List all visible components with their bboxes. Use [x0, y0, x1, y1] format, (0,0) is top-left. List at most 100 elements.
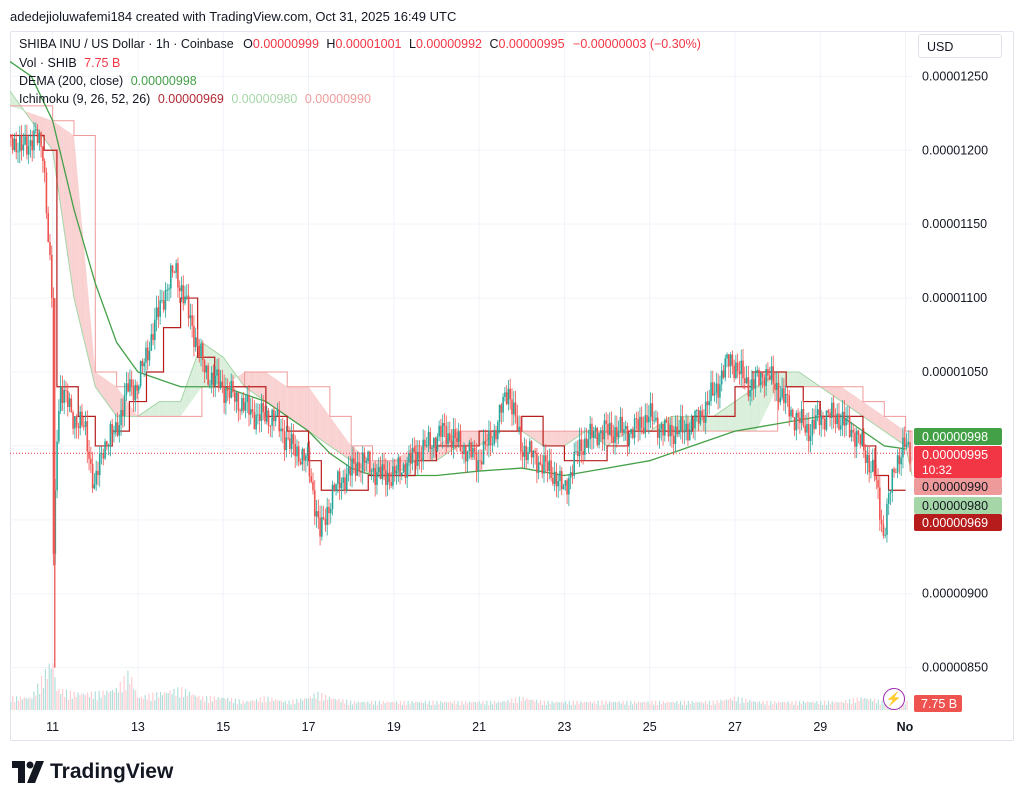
candle-body [225, 388, 227, 404]
candle-body [898, 455, 901, 465]
time-axis[interactable]: 11 13 15 17 19 21 23 25 27 29 No [46, 720, 914, 734]
volume-bar [616, 702, 618, 710]
cloud-segment [12, 94, 15, 108]
volume-bar [762, 700, 764, 710]
candle-body [207, 365, 209, 385]
candle-body [710, 382, 712, 402]
candle-body [564, 480, 567, 486]
candle-body [882, 524, 885, 536]
volume-bar [196, 697, 198, 710]
candle-body [209, 384, 211, 386]
volume-bar [150, 700, 152, 710]
volume-bar [422, 703, 425, 710]
volume-bar [490, 700, 492, 710]
candle-body [637, 419, 639, 431]
candle-body [436, 436, 439, 451]
volume-bar [50, 668, 52, 710]
candle-body [459, 431, 462, 452]
candle-body [322, 517, 325, 519]
legend-dema-value: 0.00000998 [130, 74, 197, 88]
volume-bar [234, 698, 236, 710]
cloud-segment [116, 386, 119, 417]
volume-bar [420, 701, 423, 710]
cloud-segment [268, 373, 271, 405]
legend-symbol: SHIBA INU / US Dollar · 1h · Coinbase [19, 37, 234, 51]
volume-bar [361, 701, 363, 710]
candle-body [600, 430, 602, 434]
candle-body [534, 450, 536, 453]
candle-body [114, 422, 117, 433]
volume-bar [726, 699, 728, 710]
candle-body [440, 425, 442, 437]
lightning-bolt-icon[interactable]: ⚡ [883, 688, 905, 710]
currency-button[interactable]: USD [918, 34, 1002, 58]
candle-body [902, 437, 904, 458]
volume-bar [507, 699, 509, 710]
volume-bar [839, 702, 841, 710]
volume-bar [292, 699, 294, 710]
candle-body [450, 440, 453, 448]
candle-body [456, 438, 458, 442]
volume-bar [689, 703, 691, 710]
candle-body [61, 386, 64, 403]
cloud-segment [108, 380, 111, 408]
cloud-segment [46, 118, 49, 145]
candle-body [624, 426, 627, 430]
volume-bar [21, 699, 23, 710]
x-tick-label-2: 15 [216, 720, 230, 734]
cloud-segment [572, 431, 576, 440]
candle-body [306, 447, 309, 456]
volume-bar [812, 701, 814, 710]
candle-body [47, 213, 50, 243]
volume-bar [666, 701, 668, 710]
legend-change: −0.00000003 (−0.30%) [573, 37, 701, 51]
volume-bar [169, 690, 171, 710]
cloud-segment [837, 386, 840, 401]
volume-bar [816, 701, 818, 710]
volume-bar [148, 693, 150, 710]
cloud-segment [737, 398, 740, 432]
volume-bar [392, 701, 394, 710]
candle-body [420, 458, 423, 462]
cloud-segment [892, 422, 895, 439]
volume-bar [528, 699, 530, 710]
volume-bar [186, 696, 189, 710]
cloud-segment [564, 431, 567, 446]
candle-body [740, 360, 743, 375]
volume-bar [303, 698, 306, 710]
candle-body [299, 461, 302, 465]
candle-body [276, 409, 279, 416]
volume-bar [474, 701, 476, 710]
cloud-segment [551, 431, 554, 446]
price-axis[interactable]: 0.00001250 0.00001200 0.00001150 0.00001100… [922, 69, 988, 674]
volume-bar [394, 702, 396, 710]
chart-frame[interactable] [10, 31, 1014, 741]
candle-body [859, 434, 862, 445]
candle-body [441, 423, 444, 437]
volume-bar [125, 690, 127, 710]
candle-body [258, 414, 261, 421]
price-tag-label-3: 0.00000980 [922, 499, 988, 513]
candle-body [660, 423, 663, 429]
volume-bar [741, 697, 743, 710]
volume-bar [296, 698, 298, 710]
candle-body [161, 300, 163, 302]
volume-bar [664, 703, 666, 710]
volume-bar [739, 703, 741, 710]
candle-body [621, 416, 623, 433]
cloud-segment [86, 277, 89, 361]
candle-body [589, 423, 591, 440]
x-tick-label-3: 17 [302, 720, 316, 734]
cloud-segment [530, 431, 533, 439]
candle-body [678, 431, 680, 435]
candle-body [861, 433, 863, 445]
candle-body [315, 511, 318, 517]
cloud-segment [310, 389, 313, 435]
volume-bar [140, 696, 142, 710]
volume-bar [672, 701, 674, 710]
candle-body [701, 410, 703, 418]
volume-bar [555, 701, 557, 710]
volume-bar [88, 697, 91, 710]
volume-bar [390, 702, 392, 710]
